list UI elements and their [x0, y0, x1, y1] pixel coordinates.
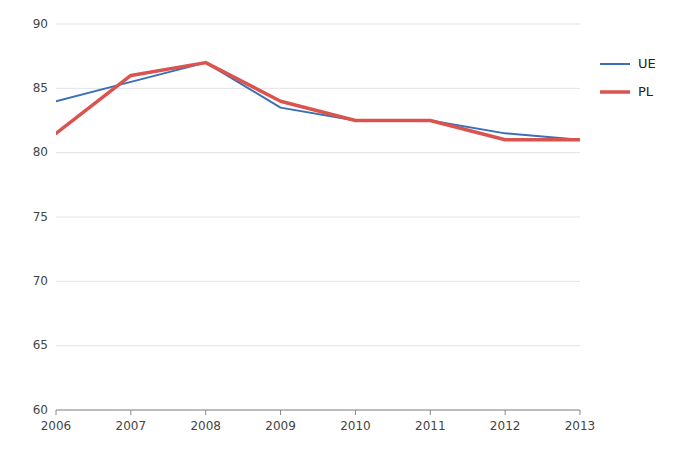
grid-line: [56, 217, 580, 218]
grid-line: [56, 24, 580, 25]
x-tick-label: 2008: [190, 419, 221, 433]
chart: 6065707580859020062007200820092010201120…: [0, 0, 690, 454]
y-tick-label: 60: [33, 403, 48, 417]
x-tick: [280, 410, 281, 415]
y-tick-label: 85: [33, 81, 48, 95]
x-tick-label: 2011: [415, 419, 446, 433]
x-tick-label: 2006: [41, 419, 72, 433]
grid-line: [56, 345, 580, 346]
legend-swatch: [600, 90, 630, 94]
grid-line: [56, 410, 580, 411]
y-tick-label: 75: [33, 210, 48, 224]
x-tick-label: 2010: [340, 419, 371, 433]
x-tick: [355, 410, 356, 415]
x-tick: [430, 410, 431, 415]
y-tick-label: 70: [33, 274, 48, 288]
x-tick: [580, 410, 581, 415]
x-tick: [130, 410, 131, 415]
lines: [56, 63, 580, 140]
grid-line: [56, 281, 580, 282]
y-axis: 60 65 70 75 80 85 90: [33, 17, 580, 417]
legend-label: UE: [638, 56, 656, 71]
y-tick-label: 90: [33, 17, 48, 31]
x-tick-label: 2009: [265, 419, 296, 433]
x-axis: 2006 2007 2008 2009 2010 2011 2012 2013: [41, 410, 596, 433]
legend-swatch: [600, 63, 630, 65]
x-tick: [56, 410, 57, 415]
series-line: [56, 63, 580, 140]
chart-container: 6065707580859020062007200820092010201120…: [0, 0, 690, 454]
x-tick-label: 2012: [490, 419, 521, 433]
grid-line: [56, 152, 580, 153]
x-tick: [205, 410, 206, 415]
legend-label: PL: [638, 84, 654, 99]
y-tick-label: 65: [33, 338, 48, 352]
legend: UE PL: [600, 56, 656, 99]
x-tick-label: 2013: [565, 419, 596, 433]
x-tick: [505, 410, 506, 415]
grid-line: [56, 88, 580, 89]
y-tick-label: 80: [33, 145, 48, 159]
x-axis-line: [56, 410, 580, 411]
x-tick-label: 2007: [116, 419, 147, 433]
series-line: [56, 63, 580, 140]
